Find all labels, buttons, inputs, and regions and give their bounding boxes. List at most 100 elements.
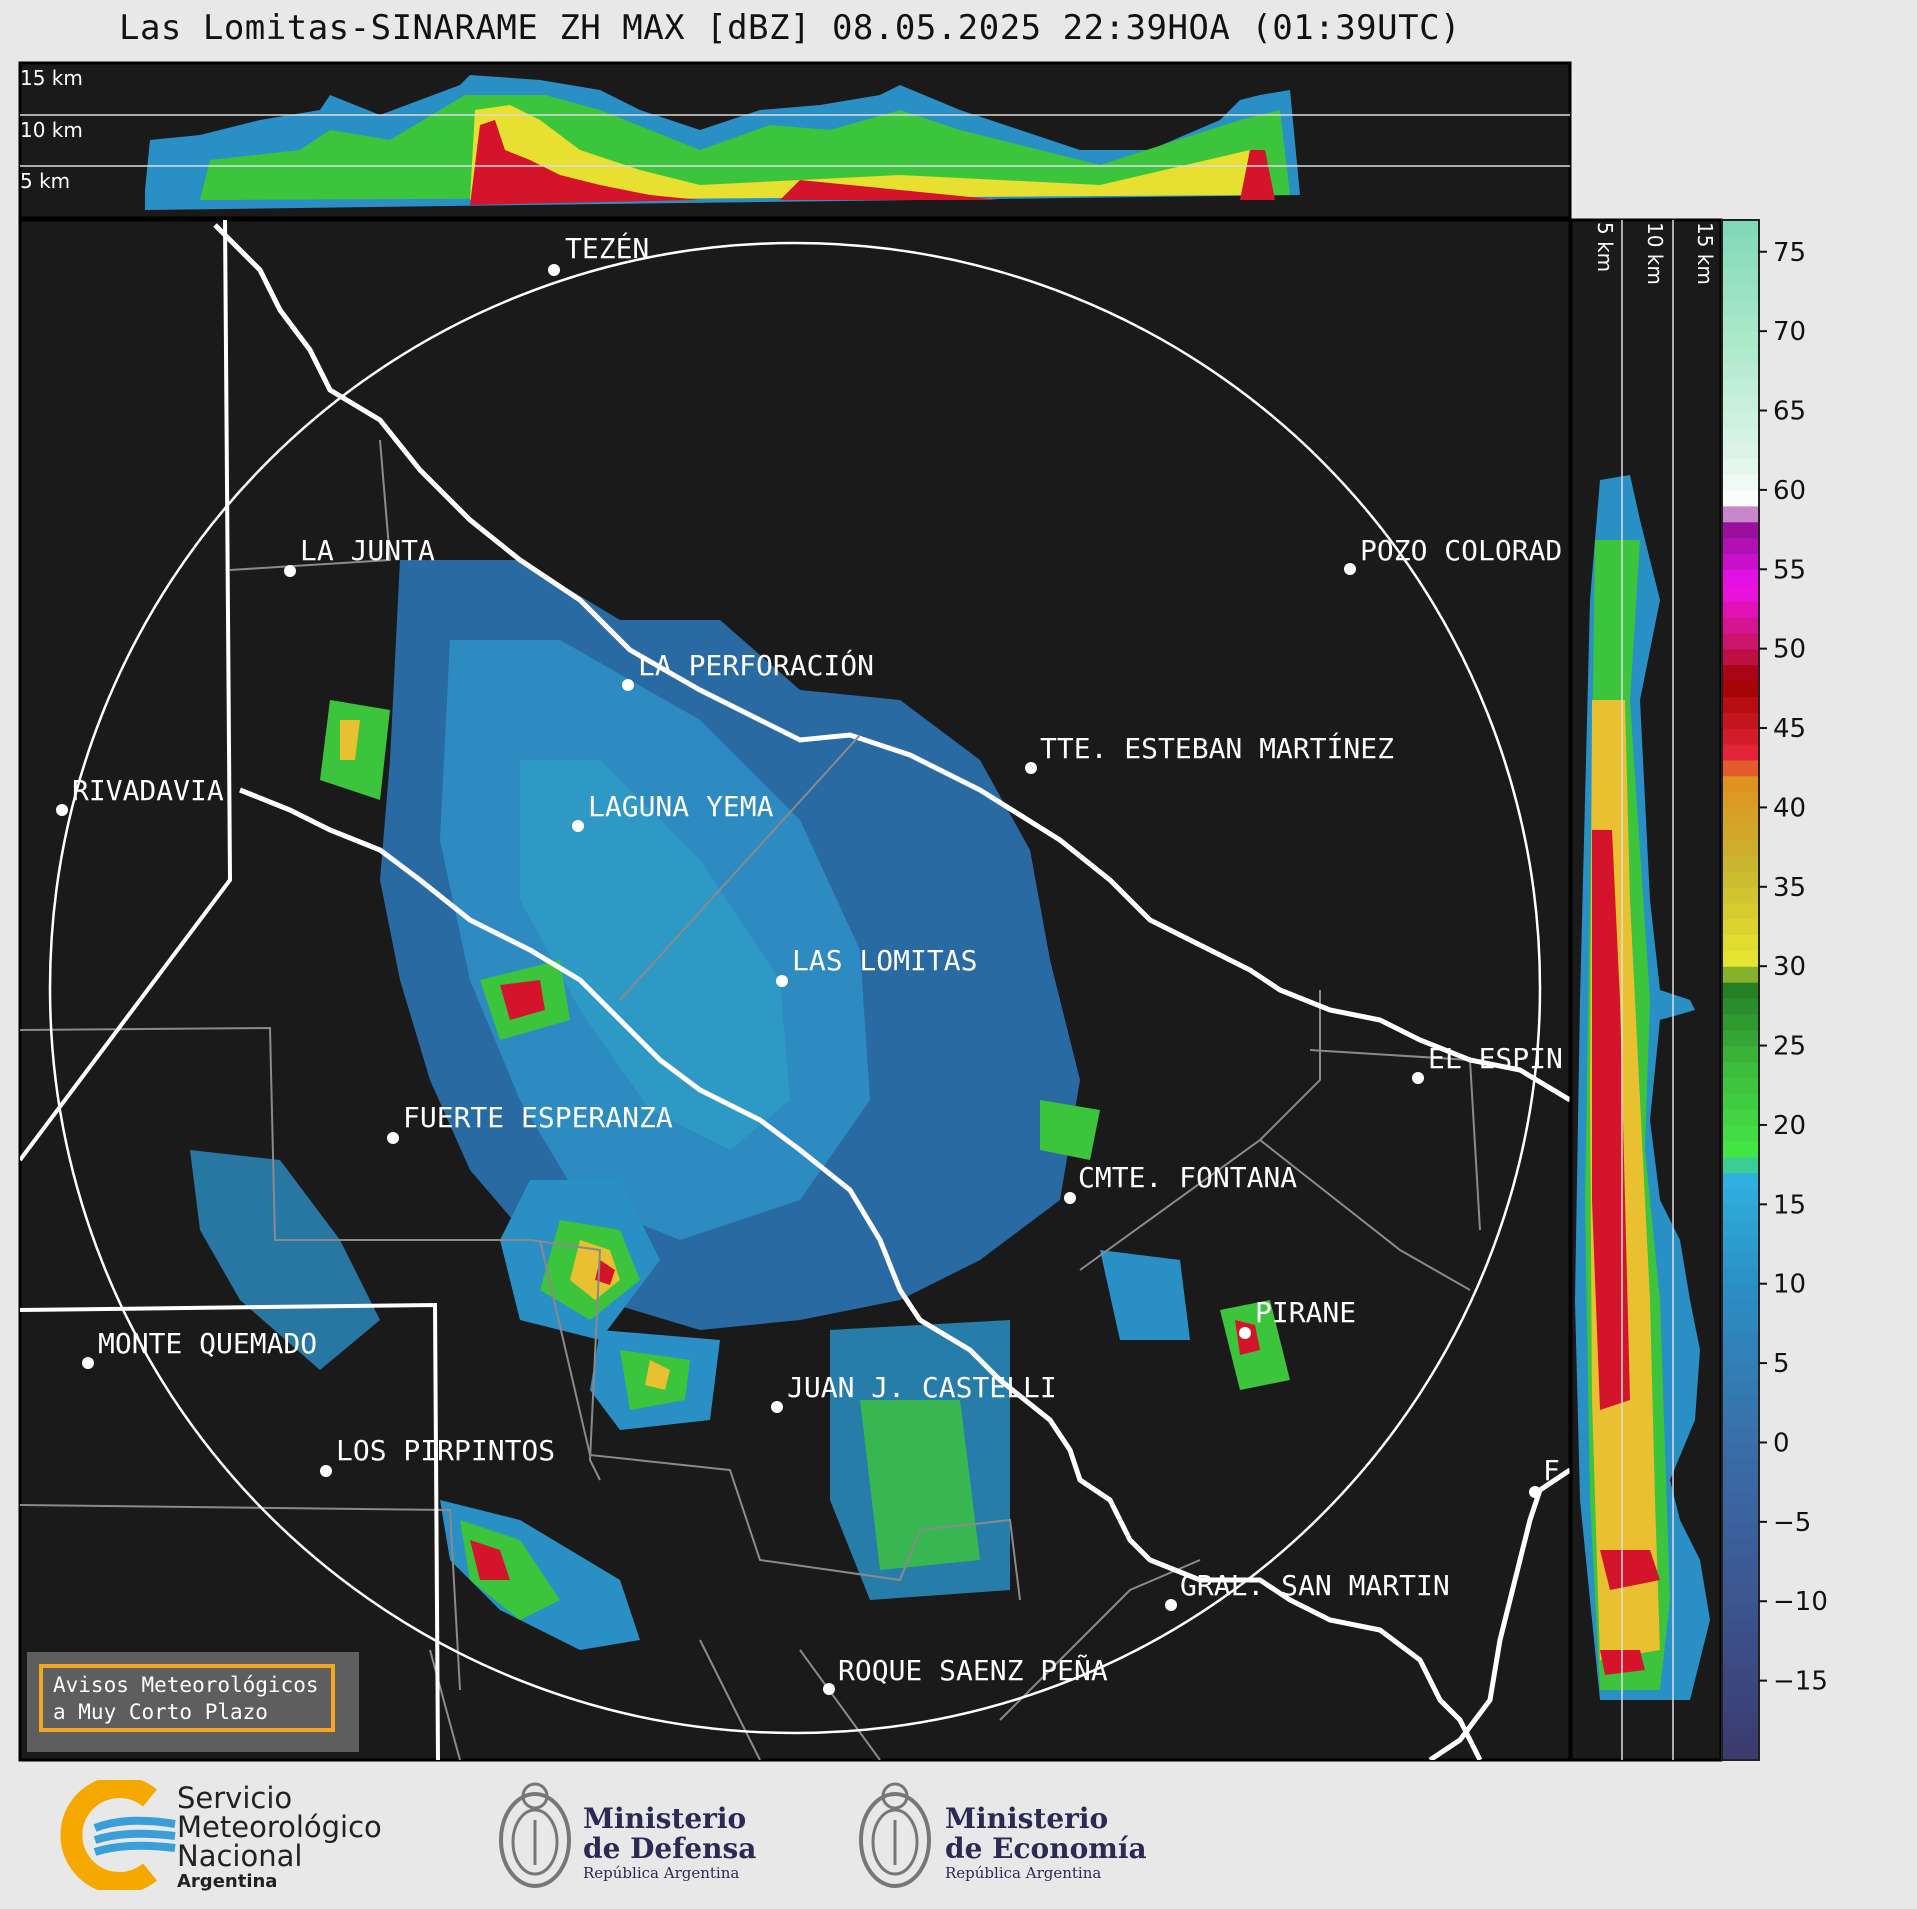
- colorbar-band: [1722, 1363, 1759, 1380]
- city-tezen: TEZÉN: [548, 231, 649, 276]
- colorbar-band: [1722, 1537, 1759, 1555]
- svg-text:PIRANE: PIRANE: [1255, 1296, 1356, 1329]
- colorbar-band: [1722, 997, 1759, 1015]
- top-cross-section: 15 km 10 km 5 km: [18, 61, 1572, 220]
- colorbar-band: [1722, 1410, 1759, 1428]
- radial-line: [619, 734, 861, 1001]
- warning-box: Avisos Meteorológicos a Muy Corto Plazo: [27, 1652, 359, 1752]
- colorbar-band: [1722, 1347, 1759, 1364]
- city-pirane: PIRANE: [1239, 1296, 1356, 1339]
- svg-text:LAGUNA YEMA: LAGUNA YEMA: [588, 790, 774, 823]
- colorbar-band: [1722, 759, 1759, 777]
- svg-text:F: F: [1543, 1454, 1560, 1487]
- colorbar-band: [1722, 1029, 1759, 1047]
- colorbar-band: [1722, 1299, 1759, 1317]
- colorbar-band: [1722, 458, 1759, 475]
- colorbar-tick-label: 75: [1773, 238, 1806, 268]
- colorbar-band: [1722, 982, 1759, 999]
- colorbar-tick-label: 15: [1773, 1190, 1806, 1220]
- city-fuerte-esperanza: FUERTE ESPERANZA: [387, 1101, 673, 1144]
- colorbar-band: [1722, 712, 1759, 729]
- colorbar-band: [1722, 632, 1759, 650]
- colorbar-band: [1722, 521, 1759, 539]
- colorbar-tick-label: 35: [1773, 873, 1806, 903]
- colorbar-band: [1722, 315, 1759, 332]
- colorbar-band: [1722, 220, 1759, 237]
- city-laguna-yema: LAGUNA YEMA: [572, 790, 774, 832]
- top-alt-15: 15 km: [20, 66, 83, 90]
- economia-seal-icon: [859, 1782, 931, 1888]
- smn-logo: Servicio Meteorológico Nacional Argentin…: [55, 1770, 395, 1900]
- colorbar-band: [1722, 1664, 1759, 1682]
- colorbar-band: [1722, 1077, 1759, 1094]
- colorbar-band: [1722, 251, 1759, 269]
- colorbar-tick-label: 55: [1773, 555, 1806, 585]
- defensa-logo: Ministerio de Defensa República Argentin…: [495, 1770, 795, 1900]
- smn-line2: Meteorológico: [177, 1810, 382, 1844]
- colorbar-band: [1722, 1442, 1759, 1459]
- economia-line1: Ministerio: [945, 1802, 1109, 1835]
- colorbar-band: [1722, 537, 1759, 555]
- colorbar-band: [1722, 1140, 1759, 1158]
- colorbar-band: [1722, 1728, 1759, 1745]
- city-pozo-colorado: POZO COLORAD: [1344, 534, 1562, 575]
- colorbar-tick-label: 65: [1773, 397, 1806, 427]
- colorbar-tick-label: −10: [1773, 1587, 1828, 1617]
- colorbar-band: [1722, 918, 1759, 936]
- right-cross-section: 5 km 10 km 15 km: [1569, 218, 1723, 1762]
- city-monte-quemado: MONTE QUEMADO: [82, 1327, 317, 1369]
- colorbar-frame: [1721, 219, 1760, 1761]
- colorbar-band: [1722, 616, 1759, 634]
- colorbar-band: [1722, 1061, 1759, 1078]
- colorbar-band: [1722, 1569, 1759, 1586]
- colorbar-band: [1722, 378, 1759, 396]
- economia-line2: de Economía: [945, 1832, 1147, 1865]
- right-echo: [1575, 475, 1710, 1700]
- colorbar-tick-label: 70: [1773, 317, 1806, 347]
- svg-text:FUERTE ESPERANZA: FUERTE ESPERANZA: [403, 1101, 673, 1134]
- svg-text:GRAL. SAN MARTIN: GRAL. SAN MARTIN: [1180, 1569, 1450, 1602]
- svg-text:LAS LOMITAS: LAS LOMITAS: [792, 944, 977, 977]
- colorbar-band: [1722, 870, 1759, 888]
- svg-text:RIVADAVIA: RIVADAVIA: [72, 774, 224, 807]
- colorbar-tick-label: 30: [1773, 952, 1806, 982]
- colorbar-band: [1722, 394, 1759, 412]
- colorbar-bands: [1722, 220, 1759, 1761]
- svg-text:JUAN J. CASTELLI: JUAN J. CASTELLI: [787, 1371, 1057, 1404]
- right-alt-15: 15 km: [1693, 222, 1717, 285]
- city-roque-saenz-pena: ROQUE SAENZ PEÑA: [823, 1653, 1108, 1695]
- colorbar-tick-label: 60: [1773, 476, 1806, 506]
- colorbar-band: [1722, 1553, 1759, 1571]
- colorbar-band: [1722, 934, 1759, 951]
- colorbar-tick-label: 10: [1773, 1270, 1806, 1300]
- colorbar-tick-label: 0: [1773, 1428, 1790, 1458]
- colorbar-band: [1722, 1394, 1759, 1412]
- svg-text:POZO COLORAD: POZO COLORAD: [1360, 534, 1562, 567]
- economia-sub: República Argentina: [945, 1864, 1102, 1882]
- colorbar-band: [1722, 1204, 1759, 1221]
- colorbar-tick-label: −5: [1773, 1508, 1811, 1538]
- warning-inner: Avisos Meteorológicos a Muy Corto Plazo: [39, 1664, 335, 1732]
- colorbar-band: [1722, 1267, 1759, 1285]
- defensa-seal-icon: [499, 1782, 571, 1888]
- colorbar-tick-label: 40: [1773, 793, 1806, 823]
- colorbar-band: [1722, 664, 1759, 682]
- warning-line2: a Muy Corto Plazo: [53, 1700, 268, 1724]
- colorbar-band: [1722, 807, 1759, 824]
- city-f: F: [1529, 1454, 1560, 1498]
- colorbar-band: [1722, 1220, 1759, 1237]
- city-los-pirpintos: LOS PIRPINTOS: [320, 1434, 555, 1477]
- defensa-sub: República Argentina: [583, 1864, 740, 1882]
- colorbar-band: [1722, 775, 1759, 793]
- colorbar-band: [1722, 1188, 1759, 1205]
- right-alt-10: 10 km: [1643, 222, 1667, 285]
- colorbar-band: [1722, 1712, 1759, 1729]
- colorbar-band: [1722, 1426, 1759, 1444]
- colorbar-band: [1722, 1013, 1759, 1031]
- colorbar-tick-label: 50: [1773, 635, 1806, 665]
- colorbar-band: [1722, 680, 1759, 697]
- boundary-lines: [20, 220, 440, 1760]
- colorbar-band: [1722, 1045, 1759, 1063]
- svg-text:CMTE. FONTANA: CMTE. FONTANA: [1078, 1161, 1297, 1194]
- colorbar-band: [1722, 966, 1759, 983]
